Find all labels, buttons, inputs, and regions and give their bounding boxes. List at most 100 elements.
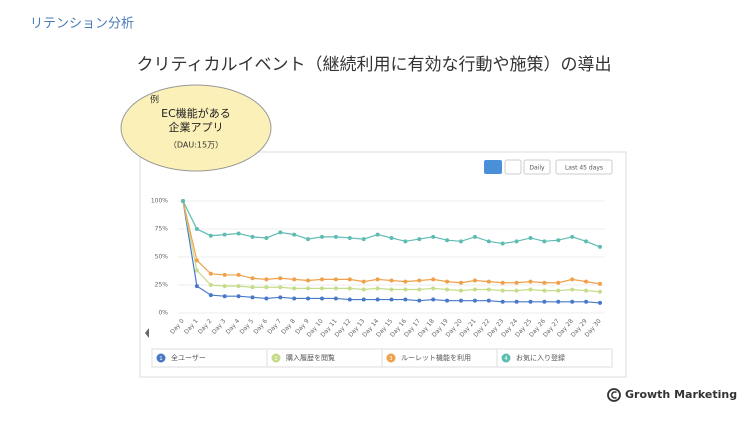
data-point bbox=[375, 297, 380, 302]
data-point bbox=[598, 281, 602, 286]
data-point bbox=[375, 232, 380, 237]
data-point bbox=[556, 299, 561, 304]
legend-marker bbox=[501, 353, 511, 363]
y-tick-label: 25% bbox=[155, 282, 169, 289]
data-point bbox=[486, 239, 491, 244]
data-point bbox=[278, 295, 283, 300]
data-point bbox=[570, 287, 575, 292]
data-point bbox=[306, 237, 311, 242]
data-point bbox=[250, 295, 255, 300]
legend-number: 1 bbox=[159, 356, 162, 362]
data-point bbox=[320, 277, 324, 282]
data-point bbox=[514, 280, 519, 285]
data-point bbox=[292, 277, 297, 282]
legend-item[interactable] bbox=[151, 348, 268, 368]
data-point bbox=[570, 234, 575, 239]
legend-label: 購入履歴を閲覧 bbox=[286, 353, 335, 362]
data-point bbox=[333, 286, 338, 291]
bar-toggle[interactable] bbox=[504, 159, 522, 175]
data-point bbox=[584, 299, 589, 304]
data-point bbox=[320, 296, 324, 301]
data-point bbox=[584, 279, 589, 284]
data-point bbox=[445, 279, 450, 284]
data-point bbox=[570, 277, 575, 282]
data-point bbox=[486, 279, 491, 284]
data-point bbox=[264, 235, 269, 240]
data-point bbox=[347, 277, 352, 282]
data-point bbox=[459, 239, 463, 244]
data-point bbox=[361, 279, 366, 284]
data-point bbox=[403, 287, 408, 292]
data-point bbox=[542, 299, 547, 304]
data-point bbox=[181, 199, 185, 203]
data-point bbox=[389, 235, 394, 240]
range-select[interactable] bbox=[555, 159, 613, 175]
data-point bbox=[278, 276, 283, 281]
data-point bbox=[194, 258, 199, 263]
data-point bbox=[472, 234, 477, 239]
heading: クリティカルイベント（継続利用に有効な行動や施策）の導出 bbox=[137, 55, 612, 75]
data-point bbox=[375, 277, 380, 282]
data-point bbox=[236, 272, 241, 277]
data-point bbox=[500, 280, 505, 285]
data-point bbox=[598, 289, 602, 294]
line-toggle[interactable] bbox=[484, 160, 502, 174]
data-point bbox=[556, 238, 561, 243]
data-point bbox=[514, 299, 519, 304]
data-point bbox=[250, 285, 255, 290]
data-point bbox=[514, 239, 519, 244]
legend-number: 4 bbox=[504, 356, 507, 362]
data-point bbox=[431, 277, 436, 282]
data-point bbox=[306, 296, 311, 301]
data-point bbox=[472, 298, 477, 303]
data-point bbox=[445, 238, 450, 243]
bubble bbox=[120, 84, 272, 172]
data-point bbox=[264, 277, 269, 282]
data-point bbox=[194, 284, 199, 289]
data-point bbox=[292, 232, 297, 237]
legend-label: 全ユーザー bbox=[171, 353, 206, 362]
data-point bbox=[264, 285, 269, 290]
data-point bbox=[542, 288, 547, 293]
data-point bbox=[222, 284, 227, 289]
interval-select[interactable] bbox=[523, 159, 551, 175]
data-point bbox=[584, 239, 589, 244]
scroll-arrow[interactable] bbox=[145, 328, 149, 338]
bubble-text: （DAU:15万） bbox=[169, 141, 223, 150]
y-tick-label: 100% bbox=[151, 198, 168, 205]
data-point bbox=[584, 288, 589, 293]
data-point bbox=[361, 287, 366, 292]
y-tick-label: 50% bbox=[155, 254, 169, 261]
data-point bbox=[445, 287, 450, 292]
data-point bbox=[361, 297, 366, 302]
data-point bbox=[320, 286, 324, 291]
legend-marker bbox=[271, 353, 281, 363]
data-point bbox=[556, 280, 561, 285]
data-point bbox=[333, 296, 338, 301]
legend-item[interactable] bbox=[496, 348, 613, 368]
data-point bbox=[486, 298, 491, 303]
bubble-text: EC機能がある bbox=[161, 106, 231, 120]
logo-icon bbox=[607, 388, 621, 402]
data-point bbox=[194, 268, 199, 273]
data-point bbox=[528, 235, 533, 240]
bubble-text: 企業アプリ bbox=[169, 120, 224, 134]
data-point bbox=[459, 288, 463, 293]
legend-number: 2 bbox=[274, 356, 277, 362]
data-point bbox=[528, 299, 533, 304]
data-point bbox=[514, 288, 519, 293]
data-point bbox=[528, 287, 533, 292]
data-point bbox=[222, 294, 227, 299]
data-point bbox=[389, 278, 394, 283]
legend-label: ルーレット機能を利用 bbox=[401, 353, 471, 362]
data-point bbox=[292, 286, 297, 291]
data-point bbox=[347, 235, 352, 240]
data-point bbox=[278, 285, 283, 290]
data-point bbox=[236, 294, 241, 299]
data-point bbox=[208, 293, 213, 298]
data-point bbox=[570, 299, 575, 304]
y-tick-label: 0% bbox=[158, 310, 168, 317]
data-point bbox=[542, 239, 547, 244]
data-point bbox=[417, 298, 422, 303]
